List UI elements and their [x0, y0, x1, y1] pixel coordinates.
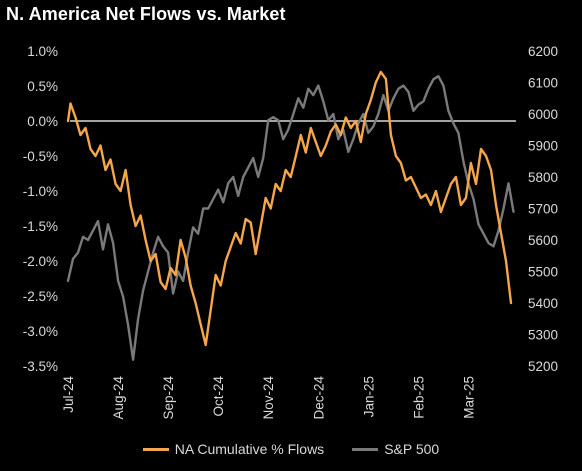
legend-item-sp500[interactable]: S&P 500 — [352, 441, 439, 457]
left-tick-label: 0.0% — [27, 114, 58, 129]
x-tick-label: Aug-24 — [111, 376, 126, 420]
right-tick-label: 5600 — [528, 233, 558, 248]
x-tick-label: Mar-25 — [461, 376, 476, 419]
right-tick-label: 6200 — [528, 44, 558, 59]
right-tick-label: 5300 — [528, 328, 558, 343]
legend-swatch-flows — [142, 447, 169, 451]
right-tick-label: 6000 — [528, 107, 558, 122]
legend-label-flows: NA Cumulative % Flows — [174, 441, 325, 457]
left-tick-label: 0.5% — [27, 79, 58, 94]
right-tick-label: 5800 — [528, 170, 558, 185]
left-tick-label: 1.0% — [27, 44, 58, 59]
right-tick-label: 5700 — [528, 202, 558, 217]
x-tick-label: Sep-24 — [161, 376, 176, 420]
series-layer — [66, 70, 515, 361]
left-tick-label: -2.0% — [23, 254, 58, 269]
x-tick-label: Oct-24 — [211, 376, 226, 417]
chart-canvas: 1.0% 0.5% 0.0% -0.5% -1.0% -1.5% -2.0% -2.5% -3.… — [23, 44, 558, 420]
series-line-sp500 — [66, 74, 515, 361]
left-tick-label: -3.5% — [23, 359, 58, 374]
left-tick-label: -2.5% — [23, 289, 58, 304]
x-tick-label: Jan-25 — [361, 376, 376, 417]
x-tick-label: Dec-24 — [311, 376, 326, 420]
legend-swatch-sp500 — [352, 447, 379, 451]
left-tick-label: -0.5% — [23, 149, 58, 164]
legend: NA Cumulative % Flows S&P 500 — [0, 441, 582, 457]
series-line-flows — [66, 70, 513, 347]
right-tick-label: 5900 — [528, 139, 558, 154]
chart-title: N. America Net Flows vs. Market — [6, 4, 286, 24]
legend-label-sp500: S&P 500 — [384, 441, 440, 457]
left-axis: 1.0% 0.5% 0.0% -0.5% -1.0% -1.5% -2.0% -2.5% -3.… — [23, 44, 58, 374]
x-tick-label: Jul-24 — [61, 376, 76, 413]
right-tick-label: 5500 — [528, 265, 558, 280]
left-tick-label: -3.0% — [23, 324, 58, 339]
right-tick-label: 6100 — [528, 76, 558, 91]
left-tick-label: -1.5% — [23, 219, 58, 234]
x-axis: Jul-24 Aug-24 Sep-24 Oct-24 Nov-24 Dec-24 Jan-… — [61, 376, 476, 420]
x-tick-label: Nov-24 — [261, 376, 276, 420]
right-tick-label: 5400 — [528, 296, 558, 311]
right-tick-label: 5200 — [528, 359, 558, 374]
left-tick-label: -1.0% — [23, 184, 58, 199]
right-axis: 6200 6100 6000 5900 5800 5700 5600 5500 5400 5300… — [528, 44, 558, 374]
legend-item-flows[interactable]: NA Cumulative % Flows — [142, 441, 325, 457]
x-tick-label: Feb-25 — [411, 376, 426, 419]
